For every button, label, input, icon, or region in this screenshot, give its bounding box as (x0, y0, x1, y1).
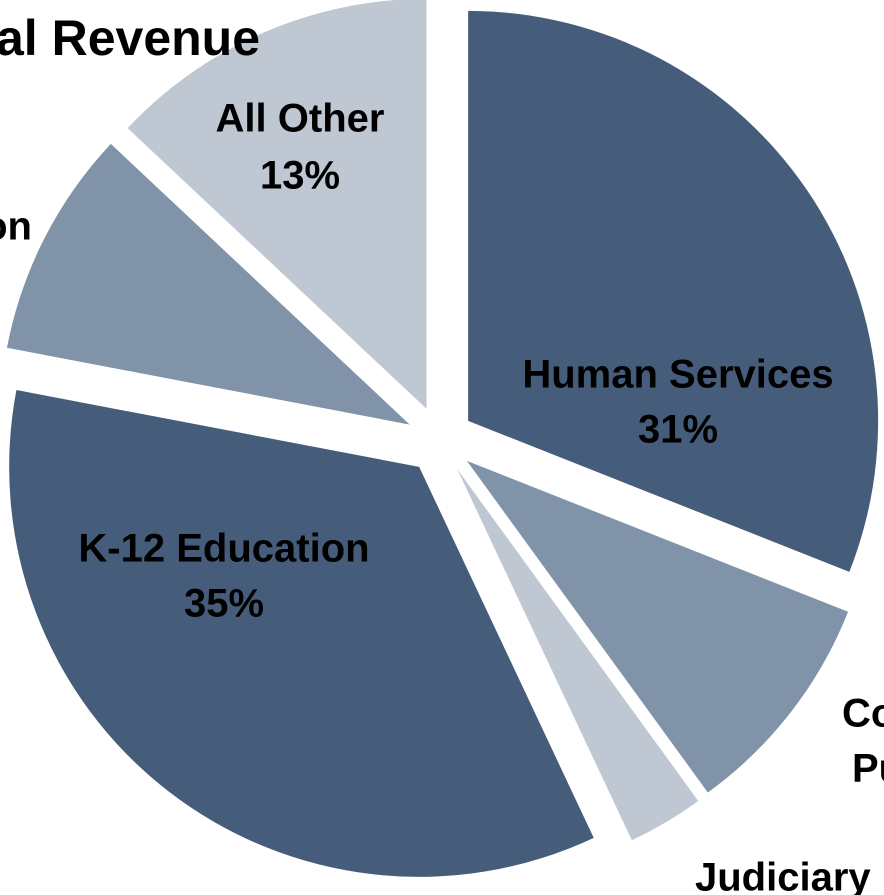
pie-slice (468, 10, 879, 572)
chart-title: al Revenue (0, 10, 260, 66)
slice-label: All Other (216, 97, 385, 141)
slice-label: Human Services (522, 353, 833, 397)
value-label: 31% (638, 408, 718, 452)
slice-label: K-12 Education (78, 527, 369, 571)
value-label: 13% (260, 154, 340, 198)
value-label: 35% (184, 582, 264, 626)
slice-label: Elected Off (640, 894, 852, 895)
pie-slice (466, 460, 849, 793)
slices (6, 0, 879, 877)
slice-label: Co (842, 692, 884, 736)
pie-slice (6, 143, 410, 425)
pie-slice (457, 469, 699, 841)
slice-label: Judiciary (695, 856, 871, 895)
slice-label: Pu (852, 747, 884, 791)
slice-label: on (0, 205, 32, 249)
pie-slice (9, 390, 594, 877)
pie-slice (127, 0, 427, 409)
